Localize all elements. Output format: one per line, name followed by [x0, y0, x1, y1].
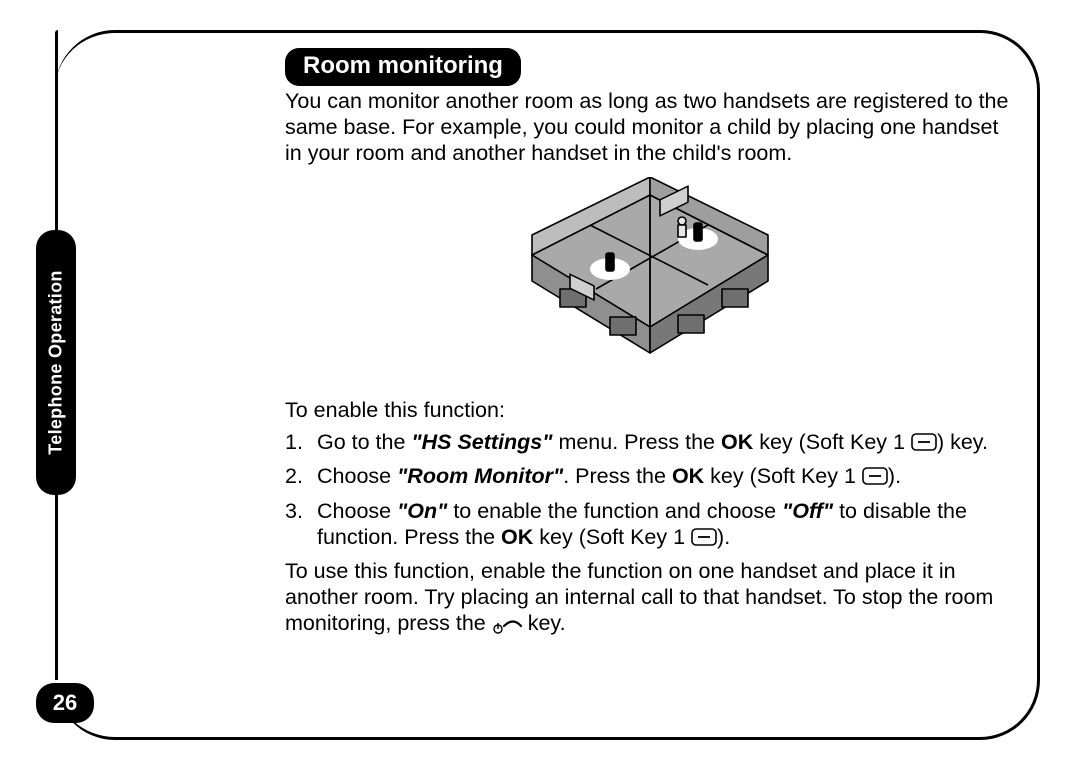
- ok-key-label: OK: [501, 525, 533, 549]
- softkey-icon: [691, 526, 717, 552]
- step-text: ).: [717, 525, 730, 549]
- section-heading: Room monitoring: [285, 48, 521, 86]
- step-text: ) key.: [937, 430, 988, 454]
- usage-text: key.: [522, 611, 566, 635]
- step-text: Go to the: [317, 430, 411, 454]
- frame-left-stub: [55, 30, 58, 230]
- steps-list: Go to the "HS Settings" menu. Press the …: [285, 429, 1015, 552]
- step-3: Choose "On" to enable the function and c…: [285, 498, 1015, 552]
- option-on: "On": [397, 499, 447, 523]
- ok-key-label: OK: [672, 464, 704, 488]
- section-tab: Telephone Operation: [36, 230, 76, 495]
- menu-name: "Room Monitor": [397, 464, 563, 488]
- ok-key-label: OK: [721, 430, 753, 454]
- step-text: key (Soft Key 1: [704, 464, 862, 488]
- room-isometric-illustration: [510, 177, 790, 383]
- step-1: Go to the "HS Settings" menu. Press the …: [285, 429, 1015, 457]
- manual-page: Telephone Operation 26 Room monitoring Y…: [0, 0, 1080, 765]
- step-text: ).: [888, 464, 901, 488]
- enable-lead: To enable this function:: [285, 397, 1015, 423]
- step-text: Choose: [317, 499, 397, 523]
- step-2: Choose "Room Monitor". Press the OK key …: [285, 463, 1015, 491]
- menu-name: "HS Settings": [411, 430, 552, 454]
- step-text: key (Soft Key 1: [533, 525, 691, 549]
- page-number-badge: 26: [36, 683, 94, 723]
- end-call-key-icon: [492, 614, 522, 640]
- softkey-icon: [911, 431, 937, 457]
- usage-paragraph: To use this function, enable the functio…: [285, 558, 1015, 641]
- step-text: menu. Press the: [552, 430, 721, 454]
- step-text: key (Soft Key 1: [753, 430, 911, 454]
- page-number: 26: [53, 690, 77, 716]
- intro-paragraph: You can monitor another room as long as …: [285, 88, 1015, 167]
- step-text: to enable the function and choose: [447, 499, 782, 523]
- frame-left-stub: [55, 495, 58, 680]
- usage-text: To use this function, enable the functio…: [285, 559, 993, 635]
- option-off: "Off": [782, 499, 833, 523]
- content-area: You can monitor another room as long as …: [285, 88, 1015, 647]
- softkey-icon: [862, 465, 888, 491]
- section-tab-label: Telephone Operation: [46, 270, 67, 454]
- illustration-container: [285, 177, 1015, 383]
- step-text: Choose: [317, 464, 397, 488]
- step-text: . Press the: [563, 464, 672, 488]
